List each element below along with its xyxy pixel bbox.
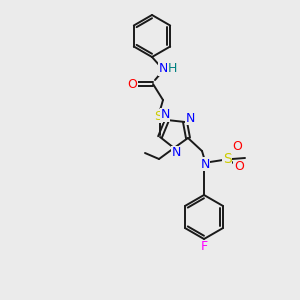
- Text: N: N: [185, 112, 195, 124]
- Text: O: O: [232, 140, 242, 154]
- Text: F: F: [200, 241, 208, 254]
- Text: O: O: [234, 160, 244, 173]
- Text: N: N: [171, 146, 181, 160]
- Text: S: S: [154, 110, 162, 122]
- Text: N: N: [160, 109, 170, 122]
- Text: H: H: [167, 62, 177, 76]
- Text: N: N: [158, 62, 168, 76]
- Text: O: O: [127, 77, 137, 91]
- Text: S: S: [223, 152, 231, 166]
- Text: N: N: [200, 158, 210, 170]
